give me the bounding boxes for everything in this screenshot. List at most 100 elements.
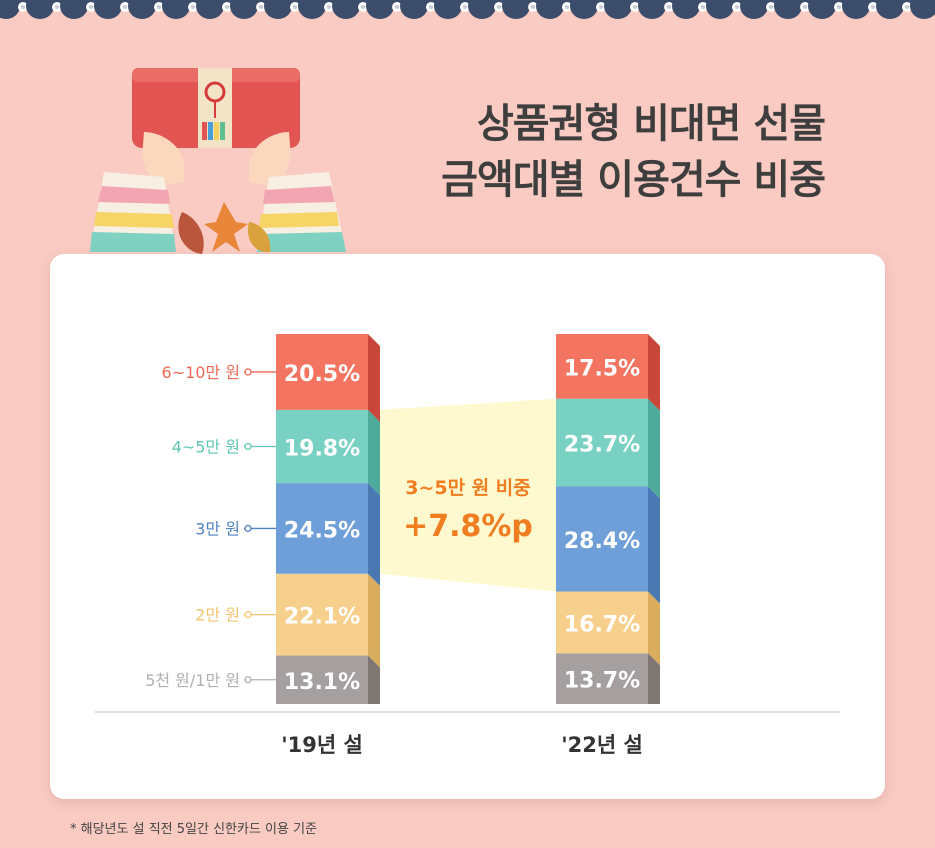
- top-border-scallop: [196, 0, 224, 19]
- top-border-scallop: [94, 0, 122, 19]
- top-border-scallop: [502, 0, 530, 19]
- bar-side-2-5: [648, 334, 660, 411]
- top-border-flower-center: [89, 5, 93, 9]
- top-border-flower-center: [565, 5, 569, 9]
- bar-segment-1-3: [276, 483, 368, 574]
- data-label: 22.1%: [284, 605, 360, 630]
- top-border-flower-center: [55, 5, 59, 9]
- top-border-scallop: [128, 0, 156, 19]
- top-border-flower-center: [259, 5, 263, 9]
- top-border-flower-center: [531, 5, 535, 9]
- legend-label: 6~10만 원: [162, 363, 240, 382]
- legend-dot: [244, 676, 252, 684]
- data-label: 20.5%: [284, 362, 360, 387]
- top-border-scallop: [638, 0, 666, 19]
- bar-side-1-3: [368, 483, 380, 586]
- data-label: 16.7%: [564, 612, 640, 637]
- top-border-scallop: [910, 0, 935, 19]
- top-border-scallop: [808, 0, 836, 19]
- top-border-flower-center: [599, 5, 603, 9]
- top-border-scallop: [0, 0, 20, 19]
- top-border-flower-center: [803, 5, 807, 9]
- bar-segment-1-2: [276, 573, 368, 656]
- legend-dot: [244, 368, 252, 376]
- top-border-flower-center: [701, 5, 705, 9]
- data-label: 23.7%: [564, 433, 640, 458]
- top-border-scallop: [434, 0, 462, 19]
- data-label: 28.4%: [564, 529, 640, 554]
- top-border-scallop: [264, 0, 292, 19]
- top-border-flower-center: [905, 5, 909, 9]
- data-label: 19.8%: [284, 436, 360, 461]
- top-border-scallop: [740, 0, 768, 19]
- top-border-scallop: [162, 0, 190, 19]
- bar-side-1-1: [368, 655, 380, 704]
- annotation-label: 3~5만 원 비중: [405, 477, 531, 499]
- top-border-flower-center: [463, 5, 467, 9]
- bar-segment-1-5: [276, 334, 368, 410]
- top-border-scallop: [536, 0, 564, 19]
- data-label: 13.7%: [564, 669, 640, 694]
- top-border-flower-center: [361, 5, 365, 9]
- top-border-scallop: [468, 0, 496, 19]
- stacked-bar-chart: 13.1% 22.1% 24.5% 19.8% 20.5% '19년 설 13.7% 16.7…: [95, 334, 840, 757]
- top-border-scallop: [26, 0, 54, 19]
- title-line-1: 상품권형 비대면 선물: [476, 101, 826, 147]
- bar-side-2-4: [648, 398, 660, 499]
- bar-segment-2-5: [556, 334, 648, 399]
- top-border-scallop: [774, 0, 802, 19]
- gift-envelope-illustration: [90, 68, 346, 254]
- data-label: 17.5%: [564, 356, 640, 381]
- page-title: 상품권형 비대면 선물 금액대별 이용건수 비중: [441, 96, 826, 208]
- category-label: '22년 설: [561, 733, 643, 757]
- legend-label: 5천 원/1만 원: [145, 671, 240, 690]
- chart-card: 13.1% 22.1% 24.5% 19.8% 20.5% '19년 설 13.7% 16.7…: [50, 254, 885, 799]
- bar-segment-2-2: [556, 591, 648, 654]
- bar-side-1-2: [368, 573, 380, 668]
- top-border-flower-center: [157, 5, 161, 9]
- legend-dot: [244, 442, 252, 451]
- bar-side-1-4: [368, 409, 380, 496]
- top-border-flower-center: [735, 5, 739, 9]
- top-border-scallop: [60, 0, 88, 19]
- top-border-scallop: [298, 0, 326, 19]
- legend-label: 2만 원: [195, 606, 240, 625]
- legend-dot: [244, 610, 252, 619]
- top-border-scallop: [706, 0, 734, 19]
- top-border: [0, 0, 935, 19]
- top-border-flower-center: [769, 5, 773, 9]
- top-border-flower-center: [21, 5, 25, 9]
- top-border-flower-center: [667, 5, 671, 9]
- annotation-value: +7.8%p: [403, 509, 533, 544]
- top-border-scallop: [570, 0, 598, 19]
- top-border-scallop: [604, 0, 632, 19]
- legend-label: 3만 원: [195, 519, 240, 538]
- data-label: 13.1%: [284, 670, 360, 695]
- top-border-flower-center: [293, 5, 297, 9]
- top-border-scallop: [230, 0, 258, 19]
- top-border-flower-center: [497, 5, 501, 9]
- top-border-scallop: [842, 0, 870, 19]
- bar-segment-2-3: [556, 486, 648, 592]
- top-border-flower-center: [871, 5, 875, 9]
- bar-side-2-2: [648, 591, 660, 666]
- top-border-scallop: [876, 0, 904, 19]
- title-line-2: 금액대별 이용건수 비중: [441, 157, 826, 203]
- bar-segment-1-4: [276, 409, 368, 484]
- legend-dot: [244, 524, 252, 533]
- top-border-flower-center: [225, 5, 229, 9]
- top-border-flower-center: [327, 5, 331, 9]
- category-label: '19년 설: [281, 733, 363, 757]
- top-border-flower-center: [395, 5, 399, 9]
- top-border-flower-center: [191, 5, 195, 9]
- footnote: * 해당년도 설 직전 5일간 신한카드 이용 기준: [70, 822, 318, 837]
- bar-segment-1-1: [276, 655, 368, 704]
- bar-segment-2-1: [556, 653, 648, 704]
- top-border-flower-center: [429, 5, 433, 9]
- data-label: 24.5%: [284, 518, 360, 543]
- bar-side-2-3: [648, 486, 660, 604]
- highlight-band: [380, 398, 556, 592]
- top-border-scallop: [400, 0, 428, 19]
- top-border-scallop: [332, 0, 360, 19]
- bar-side-1-5: [368, 334, 380, 422]
